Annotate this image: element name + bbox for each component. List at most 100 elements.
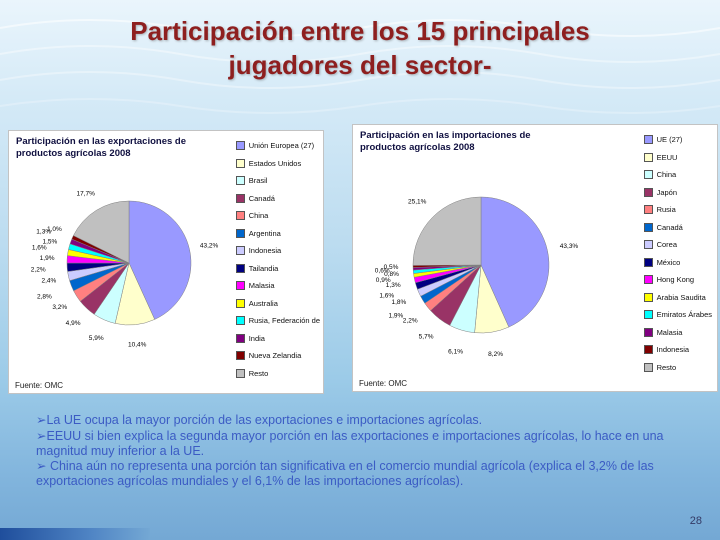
legend-swatch-icon bbox=[235, 211, 245, 221]
legend-item: Rusia, Federación de bbox=[235, 312, 320, 330]
legend-item: Malasia bbox=[235, 277, 320, 295]
pie-label: 25,1% bbox=[408, 199, 427, 206]
pie-label: 1,9% bbox=[388, 313, 403, 320]
pie-label: 1,9% bbox=[40, 255, 55, 262]
pie-label: 43,2% bbox=[200, 243, 219, 250]
legend-item: Emiratos Árabes bbox=[643, 306, 712, 324]
legend-label: Australia bbox=[248, 298, 278, 308]
pie-label: 2,4% bbox=[41, 277, 56, 284]
legend-swatch-icon bbox=[235, 158, 245, 168]
pie-label: 1,5% bbox=[42, 238, 57, 245]
pie-slice bbox=[480, 196, 550, 328]
bullet-text: China aún no representa una porción tan … bbox=[36, 459, 654, 488]
legend-label: Tailandia bbox=[248, 263, 279, 273]
legend-label: Nueva Zelandia bbox=[248, 351, 302, 361]
legend-label: Rusia, Federación de bbox=[248, 316, 320, 326]
legend-item: Indonesia bbox=[235, 242, 320, 260]
pie-label: 1,6% bbox=[32, 245, 47, 252]
legend-label: México bbox=[656, 257, 681, 267]
export-chart-title: Participación en las exportaciones de pr… bbox=[16, 136, 187, 159]
legend-item: Brasil bbox=[235, 172, 320, 190]
legend-swatch-icon bbox=[235, 193, 245, 203]
import-pie-chart: 43,3% 8,2% 6,1% 5,7% 2,2%1,9% 1,8%1,6% 1,3%0,9… bbox=[375, 196, 579, 358]
legend-swatch-icon bbox=[643, 292, 653, 302]
pie-label: 4,9% bbox=[66, 320, 81, 327]
legend-swatch-icon bbox=[643, 170, 653, 180]
pie-slice bbox=[412, 196, 482, 266]
pie-label: 0,6% bbox=[375, 268, 390, 275]
legend-swatch-icon bbox=[643, 205, 653, 215]
pie-label: 6,1% bbox=[448, 348, 463, 355]
legend-swatch-icon bbox=[643, 222, 653, 232]
legend-swatch-icon bbox=[643, 257, 653, 267]
pie-label: 5,9% bbox=[89, 335, 104, 342]
pie-slice bbox=[128, 200, 192, 320]
legend-swatch-icon bbox=[235, 141, 245, 151]
legend-swatch-icon bbox=[643, 135, 653, 145]
pie-label: 8,2% bbox=[488, 351, 503, 358]
import-chart-source: Fuente: OMC bbox=[359, 379, 408, 388]
legend-item: Canadá bbox=[235, 190, 320, 208]
arrow-bullet-icon: ➢ bbox=[36, 459, 47, 474]
legend-swatch-icon bbox=[643, 327, 653, 337]
legend-label: UE (27) bbox=[656, 135, 683, 145]
legend-item: Argentina bbox=[235, 225, 320, 243]
pie-label: 2,2% bbox=[31, 266, 46, 273]
import-chart-title: Participación en las importaciones de pr… bbox=[360, 130, 531, 153]
slide-title-line-2: jugadores del sector- bbox=[228, 50, 492, 80]
pie-label: 1,6% bbox=[379, 293, 394, 300]
legend-item: Unión Europea (27) bbox=[235, 137, 320, 155]
legend-label: Argentina bbox=[248, 228, 281, 238]
pie-label: 1,8% bbox=[391, 299, 406, 306]
legend-item: Japón bbox=[643, 184, 712, 202]
legend-label: Brasil bbox=[248, 176, 268, 186]
legend-swatch-icon bbox=[235, 246, 245, 256]
pie-label: 1,3% bbox=[36, 228, 51, 235]
legend-item: Resto bbox=[235, 365, 320, 383]
bullet-text: La UE ocupa la mayor porción de las expo… bbox=[46, 413, 483, 427]
legend-swatch-icon bbox=[235, 281, 245, 291]
bullet-text: EEUU si bien explica la segunda mayor po… bbox=[36, 428, 664, 458]
legend-item: México bbox=[643, 254, 712, 272]
legend-label: Arabia Saudita bbox=[656, 292, 706, 302]
legend-item: Tailandia bbox=[235, 260, 320, 278]
legend-swatch-icon bbox=[235, 228, 245, 238]
export-pie-chart: 43,2% 10,4% 5,9% 4,9% 3,2%2,8% 2,4% 2,2% 1,9% 1,… bbox=[31, 190, 219, 348]
pie-label: 0,5% bbox=[384, 264, 399, 271]
legend-label: Rusia bbox=[656, 205, 676, 215]
legend-label: Indonesia bbox=[248, 246, 282, 256]
legend-swatch-icon bbox=[235, 176, 245, 186]
legend-label: Resto bbox=[248, 368, 269, 378]
legend-swatch-icon bbox=[643, 152, 653, 162]
legend-label: Canadá bbox=[656, 222, 683, 232]
legend-swatch-icon bbox=[235, 333, 245, 343]
legend-item: India bbox=[235, 330, 320, 348]
legend-swatch-icon bbox=[235, 298, 245, 308]
page-number: 28 bbox=[689, 515, 702, 527]
legend-swatch-icon bbox=[643, 275, 653, 285]
legend-label: Emiratos Árabes bbox=[656, 310, 712, 320]
legend-item: Estados Unidos bbox=[235, 155, 320, 173]
legend-item: EEUU bbox=[643, 149, 712, 167]
legend-label: Canadá bbox=[248, 193, 275, 203]
slide-title-line-1: Participación entre los 15 principales bbox=[130, 16, 590, 46]
legend-label: China bbox=[248, 211, 269, 221]
bullet-item: ➢EEUU si bien explica la segunda mayor p… bbox=[36, 429, 694, 459]
legend-item: Malasia bbox=[643, 324, 712, 342]
legend-item: Arabia Saudita bbox=[643, 289, 712, 307]
legend-item: China bbox=[643, 166, 712, 184]
legend-label: Malasia bbox=[248, 281, 275, 291]
legend-swatch-icon bbox=[235, 263, 245, 273]
legend-item: UE (27) bbox=[643, 131, 712, 149]
legend-item: Canadá bbox=[643, 219, 712, 237]
footer-decoration bbox=[0, 528, 150, 540]
legend-label: Resto bbox=[656, 362, 677, 372]
legend-label: India bbox=[248, 333, 265, 343]
bullet-list: ➢ La UE ocupa la mayor porción de las exp… bbox=[36, 413, 694, 490]
pie-label: 43,3% bbox=[560, 243, 579, 250]
legend-item: Hong Kong bbox=[643, 271, 712, 289]
pie-label: 2,2% bbox=[403, 318, 418, 325]
legend-label: Unión Europea (27) bbox=[248, 141, 315, 151]
export-chart-source: Fuente: OMC bbox=[15, 381, 64, 390]
